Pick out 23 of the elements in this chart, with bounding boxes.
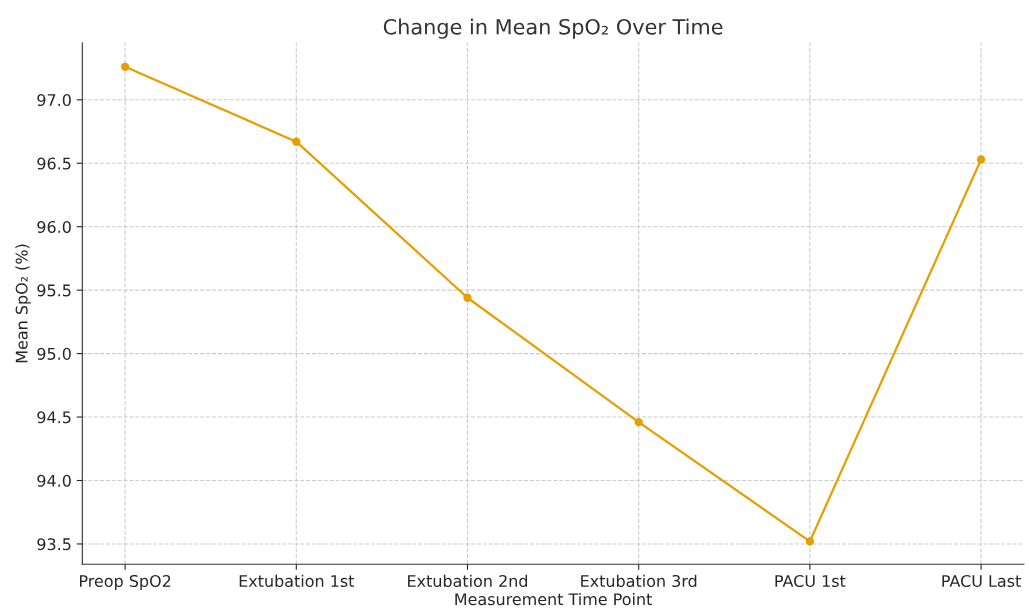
x-tick-label: PACU 1st bbox=[775, 574, 846, 588]
point bbox=[805, 537, 815, 546]
point bbox=[976, 155, 986, 164]
x-tick-label: PACU Last bbox=[942, 574, 1021, 588]
point bbox=[292, 137, 301, 146]
y-axis-title: Mean SpO₂ (%) bbox=[15, 244, 31, 363]
y-tick-label: 96.0 bbox=[37, 220, 71, 233]
x-tick-label: Extubation 1st bbox=[239, 574, 355, 588]
y-tick-label: 94.0 bbox=[37, 474, 71, 487]
y-tick-label: 96.5 bbox=[37, 157, 71, 170]
y-tick-label: 94.5 bbox=[37, 411, 71, 424]
point bbox=[463, 293, 472, 302]
x-tick-label: Extubation 3rd bbox=[581, 574, 697, 588]
point bbox=[634, 417, 643, 427]
point bbox=[120, 62, 130, 71]
y-tick-label: 93.5 bbox=[37, 538, 71, 551]
y-tick-label: 95.5 bbox=[37, 284, 71, 297]
chart-title: Change in Mean SpO₂ Over Time bbox=[383, 18, 723, 39]
y-tick-label: 95.0 bbox=[37, 347, 71, 360]
x-tick-label: Preop SpO2 bbox=[79, 574, 171, 591]
x-tick-label: Extubation 2nd bbox=[408, 574, 528, 588]
x-axis-title: Measurement Time Point bbox=[455, 592, 652, 606]
y-tick-label: 97.0 bbox=[37, 94, 71, 107]
